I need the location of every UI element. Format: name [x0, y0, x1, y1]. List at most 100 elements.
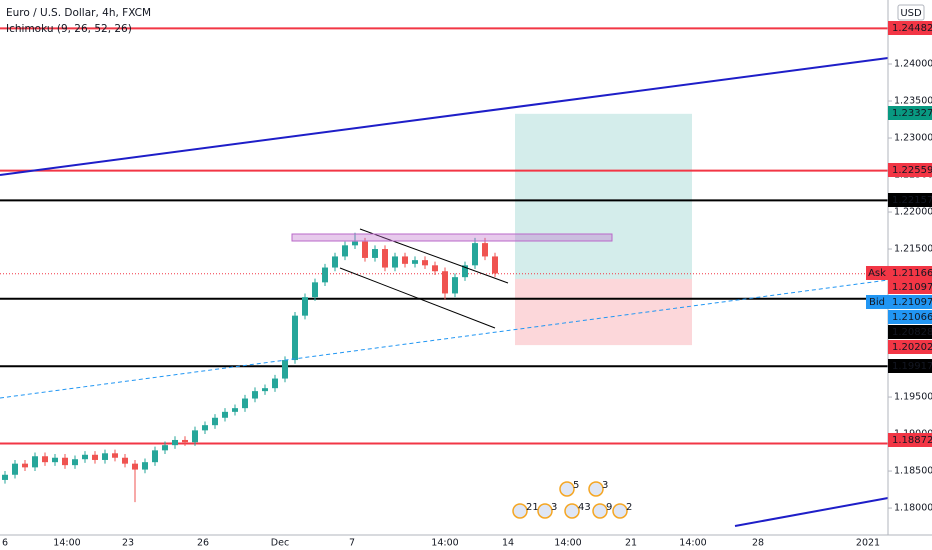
candle-body [382, 249, 388, 268]
profit-zone [515, 113, 692, 279]
price-label: 1.24482 [892, 23, 932, 34]
event-count: 5 [573, 480, 579, 491]
currency-button[interactable] [897, 4, 925, 21]
y-tick-label: 1.22000 [894, 207, 932, 218]
currency-label: USD [900, 8, 922, 19]
y-tick-label: 1.18500 [894, 466, 932, 477]
price-label: 1.21066 [892, 312, 932, 323]
candle-body [72, 459, 78, 466]
price-label: 1.21097 [892, 297, 932, 308]
candle-body [122, 457, 128, 464]
candle-body [132, 463, 138, 470]
x-tick-label: 21 [625, 538, 637, 549]
candle-body [352, 241, 358, 246]
price-label-box [888, 280, 932, 294]
candle-body [422, 260, 428, 266]
x-tick-label: 28 [752, 538, 764, 549]
candle-body [472, 243, 478, 266]
candle-body [212, 417, 218, 426]
resistance-zone [291, 233, 613, 242]
price-tag-box [866, 266, 888, 280]
trend-line [0, 57, 889, 176]
dashed-trend-line [0, 279, 889, 399]
price-label-box [888, 310, 932, 324]
candle-body [312, 282, 318, 298]
x-tick-label: Dec [271, 538, 289, 549]
x-tick-label: 2021 [856, 538, 880, 549]
trend-line [734, 497, 889, 527]
candle-body [482, 243, 488, 257]
candle-body [82, 454, 88, 460]
candle-body [292, 315, 298, 361]
channel-line [339, 267, 496, 329]
candle-body [242, 398, 248, 409]
candle-body [222, 411, 228, 418]
price-label-box [888, 433, 932, 447]
candle-body [262, 388, 268, 392]
candle-body [442, 271, 448, 294]
event-count: 3 [602, 480, 608, 491]
price-label-box [888, 106, 932, 120]
candle-body [152, 450, 158, 463]
candle-body [342, 245, 348, 257]
candle-body [462, 265, 468, 278]
price-label: 1.20202 [892, 342, 932, 353]
candle-body [52, 457, 58, 463]
price-label-box [888, 163, 932, 177]
event-count: 2 [626, 502, 632, 513]
event-icon[interactable] [564, 503, 580, 519]
candle-body [302, 297, 308, 316]
price-label: 1.23327 [892, 108, 932, 119]
price-label-box [888, 295, 932, 309]
loss-zone [515, 278, 692, 346]
price-label: 1.21097 [892, 282, 932, 293]
event-icon[interactable] [592, 503, 608, 519]
candle-body [192, 430, 198, 443]
event-icon[interactable] [588, 481, 604, 497]
candle-body [282, 360, 288, 379]
price-tag: Bid [869, 297, 885, 308]
candle-body [332, 256, 338, 268]
event-count: 21 [526, 502, 539, 513]
price-label-box [888, 266, 932, 280]
candle-body [252, 391, 258, 399]
price-tag-box [866, 295, 888, 309]
candle-body [452, 277, 458, 294]
event-count: 9 [606, 502, 612, 513]
price-label: 1.20828 [892, 327, 932, 338]
event-icon[interactable] [612, 503, 628, 519]
event-icon[interactable] [537, 503, 553, 519]
price-tag: Ask [868, 268, 886, 279]
y-tick-label: 1.24000 [894, 59, 932, 70]
x-tick-label: 23 [122, 538, 134, 549]
price-label: 1.22157 [892, 195, 932, 206]
candle-body [322, 267, 328, 283]
channel-line [359, 228, 509, 284]
x-tick-label: 14:00 [431, 538, 458, 549]
x-tick-label: 14:00 [554, 538, 581, 549]
x-tick-label: 14 [502, 538, 514, 549]
candle-body [162, 445, 168, 451]
candle-body [142, 462, 148, 470]
x-tick-label: 7 [349, 538, 355, 549]
candle-body [102, 453, 108, 460]
price-label-box [888, 193, 932, 207]
price-label-box [888, 359, 932, 373]
price-label: 1.22559 [892, 165, 932, 176]
candle-body [362, 241, 368, 258]
event-icon[interactable] [559, 481, 575, 497]
candle-body [202, 425, 208, 431]
event-count: 43 [578, 502, 591, 513]
y-tick-label: 1.23000 [894, 133, 932, 144]
price-label-box [888, 340, 932, 354]
event-icon[interactable] [512, 503, 528, 519]
symbol-title: Euro / U.S. Dollar, 4h, FXCM [6, 7, 151, 19]
price-label: 1.18872 [892, 435, 932, 446]
candle-body [32, 456, 38, 468]
candle-body [62, 457, 68, 466]
candle-body [2, 474, 8, 480]
x-tick-label: 14:00 [679, 538, 706, 549]
y-tick-label: 1.23500 [894, 96, 932, 107]
candle-body [392, 256, 398, 268]
